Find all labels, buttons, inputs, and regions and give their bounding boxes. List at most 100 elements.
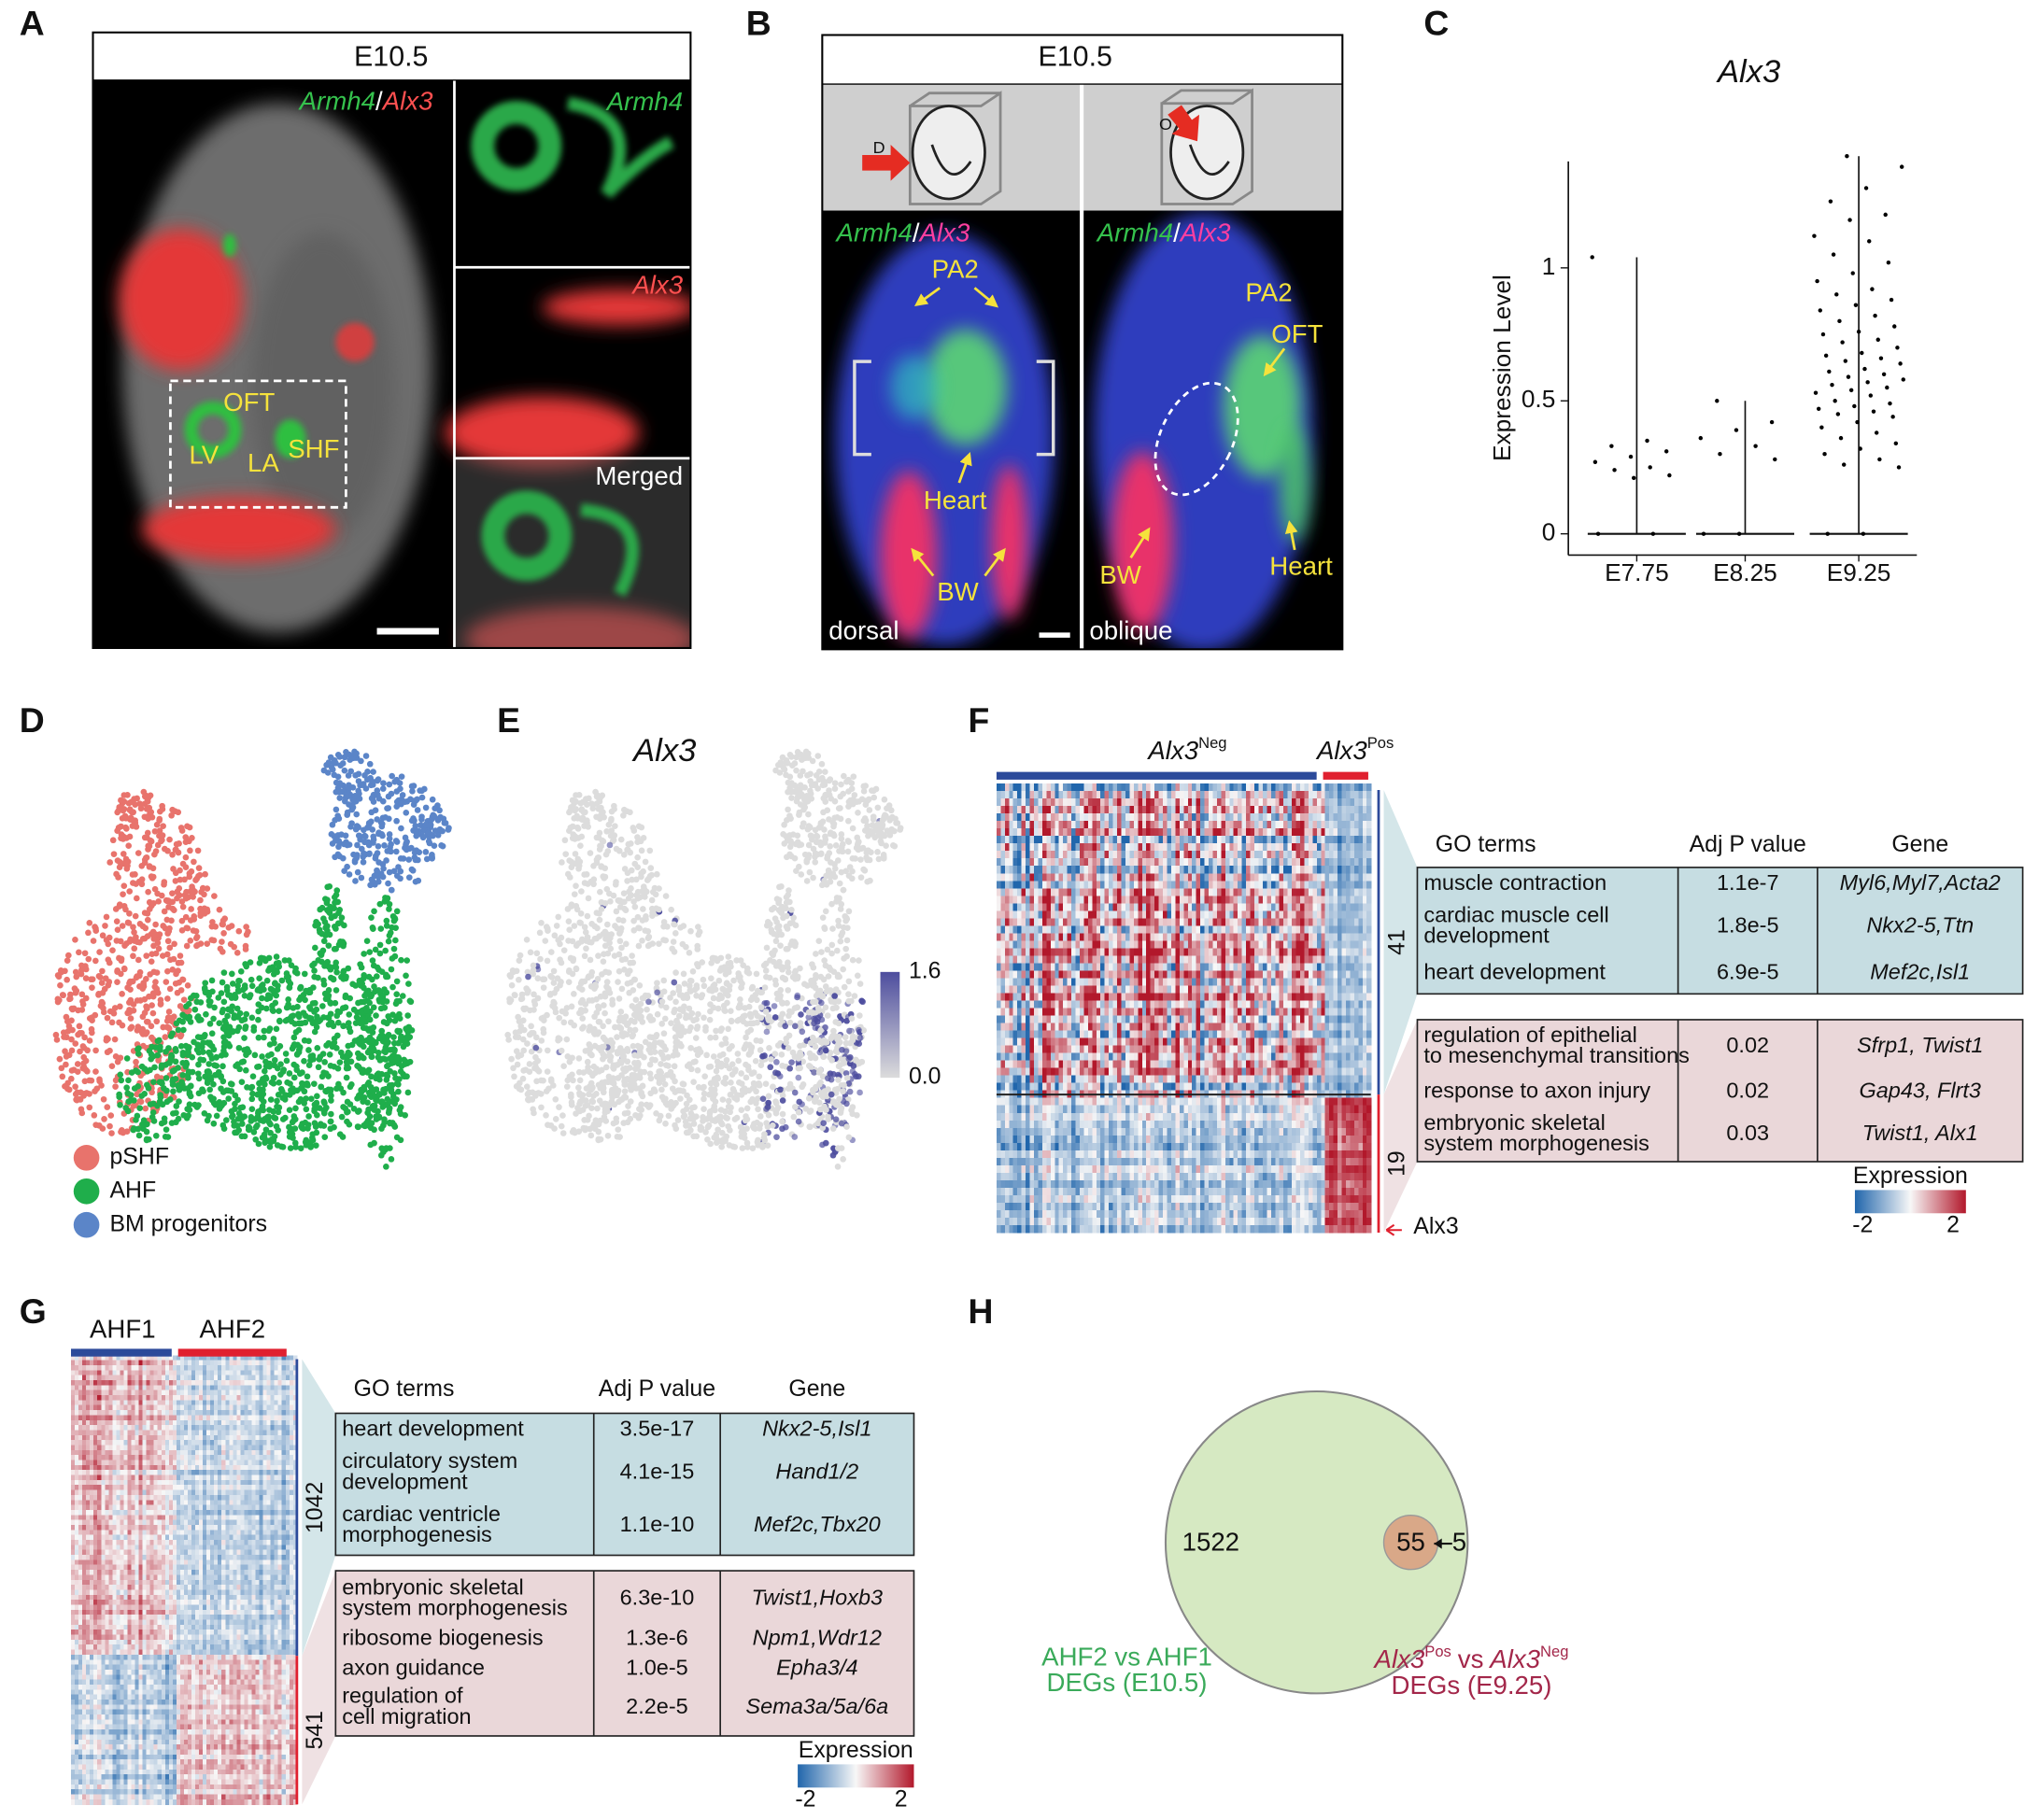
cell — [769, 950, 775, 957]
cell — [243, 963, 250, 970]
cell — [719, 1129, 726, 1136]
cell — [788, 754, 795, 760]
cell — [228, 1088, 235, 1094]
cell — [613, 845, 620, 853]
cell — [336, 754, 344, 760]
cell — [783, 759, 789, 767]
cell — [798, 1011, 804, 1018]
cell — [210, 1080, 217, 1088]
cell — [807, 770, 814, 778]
cell — [545, 1122, 551, 1128]
cell — [766, 1045, 772, 1051]
cell — [624, 980, 631, 987]
cell — [387, 1046, 394, 1053]
cell — [641, 1068, 648, 1076]
cell — [206, 1021, 214, 1027]
cell — [849, 855, 856, 862]
cell — [327, 1000, 334, 1007]
cell — [836, 848, 842, 854]
cell — [840, 966, 846, 973]
cell — [431, 842, 438, 850]
cell — [623, 940, 630, 948]
cell — [306, 1141, 314, 1149]
cell — [184, 823, 191, 830]
cell — [763, 999, 771, 1007]
cell — [238, 1133, 246, 1140]
cell — [364, 1049, 372, 1056]
cell — [591, 936, 599, 942]
cell — [817, 1027, 824, 1034]
cell — [860, 817, 868, 825]
point — [1901, 377, 1905, 382]
cell — [544, 1068, 551, 1075]
cell — [186, 1091, 193, 1097]
cell — [215, 1068, 222, 1076]
cell — [150, 1079, 157, 1086]
inset-label: Alx3 — [630, 270, 683, 299]
cell — [154, 841, 162, 849]
cell — [838, 835, 845, 842]
cell — [831, 998, 838, 1006]
cell — [702, 1023, 709, 1031]
cell — [805, 1094, 813, 1102]
cell — [595, 1029, 602, 1036]
heat-cell — [1000, 940, 1006, 949]
cell — [748, 985, 756, 992]
umap-clusters — [52, 748, 452, 1170]
cell — [572, 851, 579, 857]
cell — [220, 998, 228, 1006]
cell — [571, 1022, 577, 1029]
cell — [586, 1112, 592, 1120]
cell — [376, 1057, 384, 1064]
cell — [127, 986, 134, 993]
cell — [538, 1037, 545, 1044]
cell — [55, 973, 63, 981]
cell — [672, 998, 679, 1006]
cell — [398, 825, 404, 832]
cell — [788, 853, 795, 860]
cell — [797, 1049, 803, 1056]
cell — [725, 1025, 731, 1033]
cell — [382, 1085, 389, 1093]
cell — [779, 903, 786, 910]
cell — [228, 1113, 235, 1121]
cell — [369, 957, 376, 964]
cell — [799, 823, 806, 830]
arrow — [911, 547, 935, 577]
cell — [658, 998, 666, 1005]
cell — [850, 1063, 857, 1069]
heat-cell — [996, 858, 1001, 867]
cell — [247, 992, 254, 998]
cell — [275, 1108, 282, 1116]
cell — [193, 998, 201, 1006]
cell — [163, 979, 170, 985]
cell — [389, 772, 395, 780]
cell — [260, 1107, 267, 1114]
cell — [159, 832, 166, 839]
cell — [78, 1007, 86, 1013]
cell — [636, 1015, 644, 1023]
cell — [786, 1065, 794, 1072]
cell — [692, 1035, 700, 1041]
cell — [683, 1106, 690, 1112]
cell — [337, 1049, 345, 1056]
heat-cell — [1000, 791, 1006, 799]
cell — [864, 823, 870, 829]
cell — [784, 816, 790, 824]
cell — [78, 1109, 86, 1117]
cell — [297, 1145, 304, 1151]
cell — [576, 1077, 584, 1084]
cell — [352, 878, 359, 884]
cell — [301, 1100, 308, 1107]
cell — [718, 995, 725, 1001]
cell — [708, 975, 715, 982]
cell — [611, 952, 618, 959]
cell — [819, 993, 827, 1000]
cell — [105, 956, 112, 964]
cell — [241, 1035, 248, 1041]
cell — [76, 1023, 83, 1030]
cell — [290, 1135, 296, 1141]
cell — [835, 1020, 842, 1027]
cell — [330, 1023, 337, 1030]
cell — [118, 823, 124, 830]
